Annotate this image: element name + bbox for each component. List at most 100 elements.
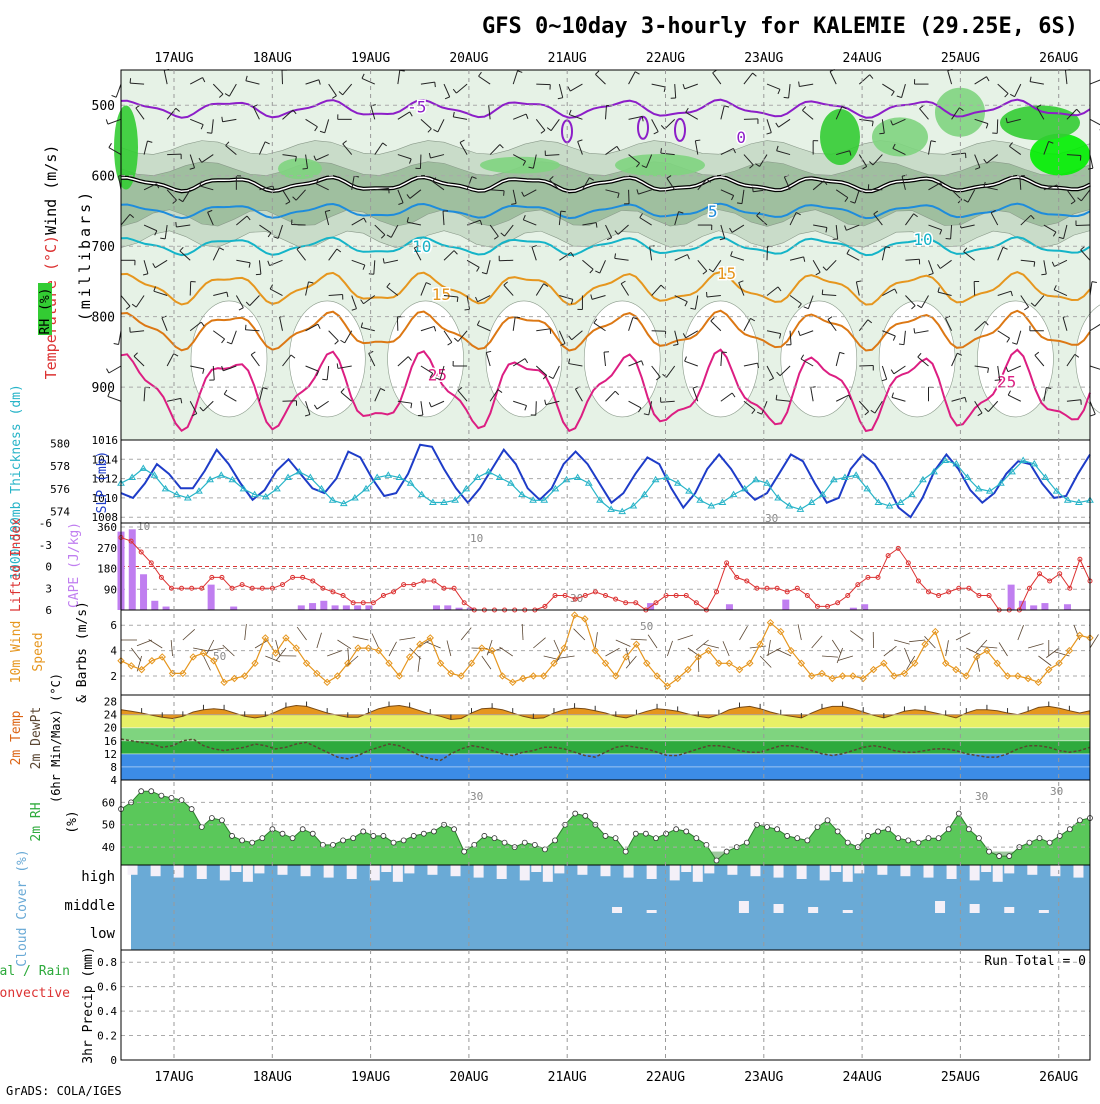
rh2m-marker	[876, 829, 881, 834]
rh-contour-label: 30	[1050, 785, 1063, 798]
date-label-bottom: 18AUG	[253, 1070, 292, 1085]
date-label-top: 17AUG	[154, 51, 193, 66]
surface-wind-barb	[981, 647, 997, 648]
rh2m-marker	[765, 824, 770, 829]
cloud-high-gap	[774, 865, 784, 878]
temp-ylabel-1: 2m Temp	[9, 710, 24, 765]
wind-ylabel-1: 10m Wind	[9, 621, 24, 684]
cloud-middle-gap	[1004, 907, 1014, 913]
precip-label-total: Total / Rain	[0, 964, 70, 979]
rh2m-marker	[835, 829, 840, 834]
cape-bar	[230, 607, 237, 610]
cloud-high-gap	[981, 865, 991, 872]
rh2m-marker	[936, 836, 941, 841]
surface-wind-barb	[595, 632, 597, 648]
rh2m-marker	[431, 829, 436, 834]
precip-tick-label: 0	[110, 1054, 117, 1067]
surface-wind-barb	[999, 642, 1007, 656]
rh2m-marker	[976, 836, 981, 841]
wind-barb-flag	[1091, 414, 1096, 416]
rh2m-unit: (%)	[65, 810, 80, 833]
temp-band	[121, 695, 1090, 715]
cloud-high-gap	[151, 865, 161, 876]
rh2m-marker	[583, 813, 588, 818]
thickness-tick-label: 578	[50, 460, 70, 473]
cloud-high-gap	[797, 865, 807, 879]
cloud-level-label: low	[90, 926, 116, 942]
pressure-tick-label: 800	[92, 311, 115, 326]
rh2m-marker	[310, 831, 315, 836]
temp-contour-label: 5	[708, 202, 718, 221]
date-label-top: 18AUG	[253, 51, 292, 66]
date-label-top: 24AUG	[843, 51, 882, 66]
cloud-high-gap	[393, 865, 403, 882]
cloud-high-gap	[750, 865, 760, 876]
surface-wind-barb	[131, 648, 141, 661]
cloud-high-gap	[220, 865, 230, 880]
rh-dry-pocket	[388, 301, 464, 417]
date-label-bottom: 25AUG	[941, 1070, 980, 1085]
surface-wind-barb	[574, 629, 585, 640]
cloud-high-gap	[900, 865, 910, 876]
rh2m-marker	[1077, 818, 1082, 823]
precip-tick-label: 0.6	[97, 981, 117, 994]
surface-wind-barb	[482, 656, 491, 669]
rh-moist-patch	[615, 154, 705, 176]
wind-barb	[108, 396, 121, 401]
wind-barb-flag	[112, 95, 117, 97]
cloud-high-gap	[347, 865, 357, 879]
cloud-high-gap	[727, 865, 737, 875]
rh2m-marker	[664, 831, 669, 836]
rh2m-marker	[603, 833, 608, 838]
rh2m-marker	[209, 816, 214, 821]
rh-contour-label: 50	[640, 620, 653, 633]
rh2m-tick-label: 40	[102, 841, 115, 854]
cloud-high-gap	[543, 865, 553, 882]
surface-wind-barb	[838, 656, 853, 661]
cloud-high-gap	[197, 865, 207, 879]
cloud-high-gap	[681, 865, 691, 872]
cloud-high-gap	[1073, 865, 1083, 878]
surface-wind-barb	[297, 627, 306, 640]
wind-tick-label: 4	[110, 645, 117, 658]
wind-barb-flag	[1034, 262, 1035, 267]
cloud-high-gap	[577, 865, 587, 875]
temp-ylabel-3: (6hr Min/Max) (°C)	[49, 673, 63, 803]
rh2m-marker	[250, 840, 255, 845]
temp-tick-label: 16	[104, 735, 117, 748]
surface-wind-barb	[399, 637, 415, 640]
rh2m-marker	[805, 838, 810, 843]
rh2m-marker	[775, 827, 780, 832]
cloud-high-gap	[693, 865, 703, 882]
temp-contour-label: 25	[428, 365, 447, 384]
wind-barb-flag	[176, 222, 177, 227]
thickness-tick-label: 580	[50, 437, 70, 450]
cloud-high-gap	[843, 865, 853, 882]
cloud-middle-gap	[739, 901, 749, 913]
surface-wind-barb	[183, 629, 195, 640]
surface-wind-barb	[616, 640, 631, 647]
cloud-high-gap	[877, 865, 887, 875]
cloud-high-gap	[831, 865, 841, 872]
surface-wind-barb	[832, 640, 841, 653]
cape-bar	[1064, 604, 1071, 610]
cape-tick-label: 180	[97, 563, 117, 576]
rh2m-marker	[724, 849, 729, 854]
rh2m-marker	[1027, 840, 1032, 845]
pressure-tick-label: 700	[92, 240, 115, 255]
surface-wind-barb	[1028, 644, 1043, 648]
cloud-high-gap	[970, 865, 980, 880]
rh-contour-label: 30	[470, 790, 483, 803]
surface-wind-barb	[499, 647, 512, 656]
temp-tick-label: 12	[104, 748, 117, 761]
temp-contour-label: 25	[997, 373, 1016, 392]
rh2m-marker	[230, 833, 235, 838]
precip-ylabel: 3hr Precip (mm)	[81, 946, 96, 1063]
date-label-top: 20AUG	[449, 51, 488, 66]
temp-tick-label: 24	[104, 709, 118, 722]
date-label-top: 19AUG	[351, 51, 390, 66]
precip-tick-label: 0.2	[97, 1030, 117, 1043]
surface-wind-barb	[461, 628, 471, 640]
wind-barb-flag	[106, 119, 108, 124]
